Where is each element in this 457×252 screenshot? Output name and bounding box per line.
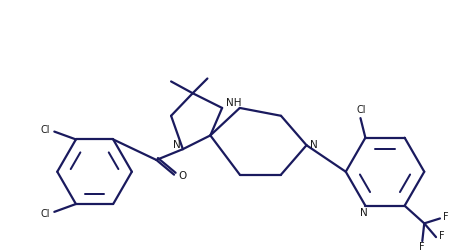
Text: N: N: [173, 140, 181, 150]
Text: F: F: [439, 231, 445, 241]
Text: O: O: [179, 171, 187, 181]
Text: Cl: Cl: [41, 125, 50, 135]
Text: NH: NH: [226, 98, 242, 108]
Text: N: N: [360, 208, 367, 217]
Text: Cl: Cl: [357, 105, 366, 115]
Text: N: N: [309, 140, 317, 150]
Text: F: F: [443, 212, 449, 223]
Text: Cl: Cl: [41, 209, 50, 219]
Text: F: F: [419, 242, 424, 252]
